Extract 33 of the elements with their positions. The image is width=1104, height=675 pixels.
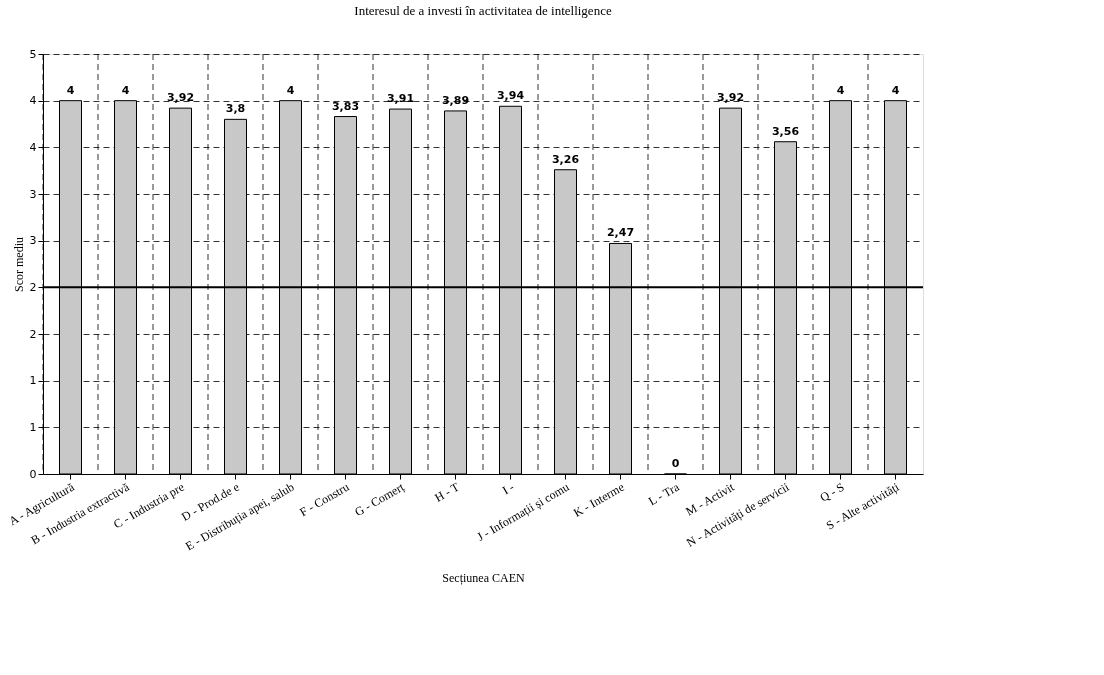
data-label: 4 [891,83,900,97]
y-tick-label: 2 [29,327,37,341]
y-tick-label: 1 [29,420,37,434]
y-tick-label: 0 [29,467,37,481]
x-axis-title: Secțiunea CAEN [442,570,525,585]
y-tick-label: 1 [29,374,37,388]
data-label: 4 [836,83,845,97]
chart-title: Interesul de a investi în activitatea de intelligence [354,3,612,18]
y-tick-label: 5 [29,47,37,61]
data-label: 3,56 [771,124,800,138]
data-label: 3,94 [496,89,525,103]
data-label: 4 [66,83,75,97]
x-tick-label: H - T [432,479,463,505]
data-label: 3,89 [441,93,470,107]
data-label: 3,91 [386,92,415,106]
data-label: 3,92 [166,91,195,105]
x-tick-label: Q - S [817,479,847,505]
y-tick-label: 2 [29,280,37,294]
y-tick-label: 3 [29,187,37,201]
data-label: 0 [671,457,680,470]
data-label: 3,92 [716,91,745,105]
data-label: 2,47 [606,226,635,240]
x-tick-label: I - [499,479,517,498]
y-tick-label: 4 [29,140,37,154]
data-label: 4 [121,83,130,97]
data-label: 3,26 [551,152,580,166]
y-tick-label: 4 [29,94,37,108]
x-tick-label: L - Tra [646,479,683,509]
y-tick-label: 3 [29,234,37,248]
data-label: 3,8 [225,102,246,116]
data-label: 4 [286,83,295,97]
data-label: 3,83 [331,99,360,113]
y-axis-title: Scor mediu [11,237,26,292]
